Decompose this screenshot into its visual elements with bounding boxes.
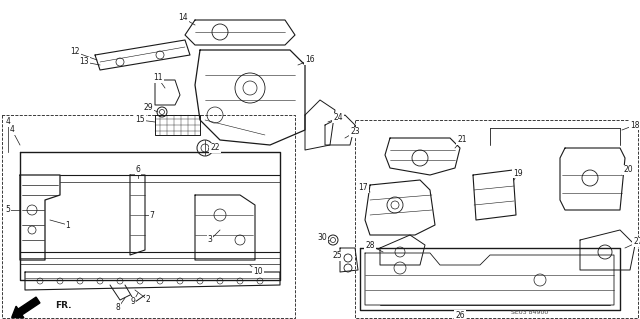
Text: 20: 20 [623, 166, 633, 174]
Text: 23: 23 [350, 128, 360, 137]
Text: FR.: FR. [55, 300, 72, 309]
Text: 19: 19 [513, 168, 523, 177]
Text: 27: 27 [633, 238, 640, 247]
Text: 1: 1 [66, 220, 70, 229]
Text: 28: 28 [365, 241, 375, 249]
Text: 30: 30 [317, 234, 327, 242]
Text: 12: 12 [70, 48, 80, 56]
Text: 17: 17 [358, 183, 368, 192]
Text: 6: 6 [136, 166, 140, 174]
Text: 5: 5 [6, 205, 10, 214]
Text: 14: 14 [178, 13, 188, 23]
Text: 25: 25 [332, 251, 342, 261]
Text: 8: 8 [116, 303, 120, 313]
Text: 4: 4 [10, 125, 15, 135]
Text: 29: 29 [143, 103, 153, 113]
Text: 9: 9 [131, 298, 136, 307]
Text: 11: 11 [153, 73, 163, 83]
Text: 16: 16 [305, 56, 315, 64]
Text: 4: 4 [6, 117, 10, 127]
Text: 10: 10 [253, 268, 263, 277]
Text: SE03 84900: SE03 84900 [511, 310, 548, 315]
Text: 26: 26 [455, 310, 465, 319]
Text: 22: 22 [211, 144, 220, 152]
Text: 21: 21 [457, 136, 467, 145]
Text: 13: 13 [79, 57, 89, 66]
Text: 15: 15 [135, 115, 145, 124]
Text: 2: 2 [146, 295, 150, 305]
FancyArrow shape [12, 297, 40, 318]
Text: 3: 3 [207, 235, 212, 244]
Text: 24: 24 [333, 114, 343, 122]
Text: 18: 18 [630, 121, 640, 130]
Text: 7: 7 [150, 211, 154, 219]
